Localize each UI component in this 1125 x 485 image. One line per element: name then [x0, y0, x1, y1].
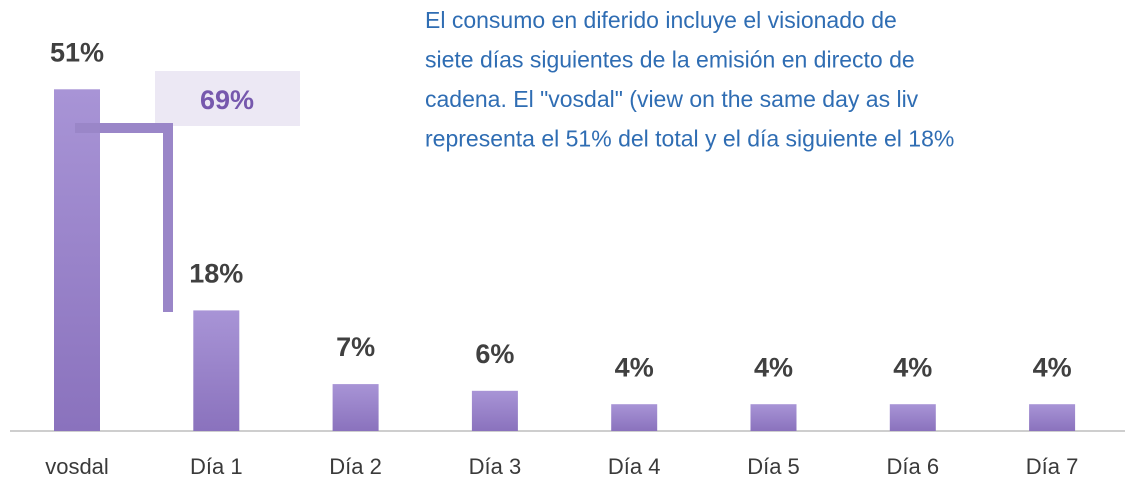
value-label: 4% [754, 352, 793, 382]
value-label: 4% [893, 352, 932, 382]
x-tick-label: Día 2 [329, 454, 382, 479]
note-line: representa el 51% del total y el día sig… [425, 126, 954, 152]
value-label: 4% [1033, 352, 1072, 382]
annotation: 69% [200, 85, 254, 115]
note-line: siete días siguientes de la emisión en d… [425, 47, 915, 73]
value-label: 6% [475, 339, 514, 369]
annotation-box [155, 71, 300, 126]
bar [1029, 404, 1076, 431]
x-tick-label: Día 3 [469, 454, 522, 479]
bar [889, 404, 936, 431]
bar [332, 384, 379, 431]
x-tick-label: vosdal [45, 454, 109, 479]
bar [471, 390, 518, 431]
value-label: 4% [615, 352, 654, 382]
value-label: 51% [50, 37, 104, 67]
x-tick-label: Día 5 [747, 454, 800, 479]
x-tick-label: Día 6 [887, 454, 940, 479]
bar [750, 404, 797, 431]
x-tick-label: Día 4 [608, 454, 661, 479]
bar [193, 310, 240, 431]
x-tick-label: Día 1 [190, 454, 243, 479]
bracket [75, 123, 173, 312]
bar [54, 89, 100, 432]
note-line: cadena. El "vosdal" (view on the same da… [425, 86, 919, 112]
bar [611, 404, 658, 431]
value-label: 7% [336, 332, 375, 362]
value-label: 18% [189, 259, 243, 289]
note-line: El consumo en diferido incluye el vision… [425, 7, 897, 33]
x-tick-label: Día 7 [1026, 454, 1079, 479]
